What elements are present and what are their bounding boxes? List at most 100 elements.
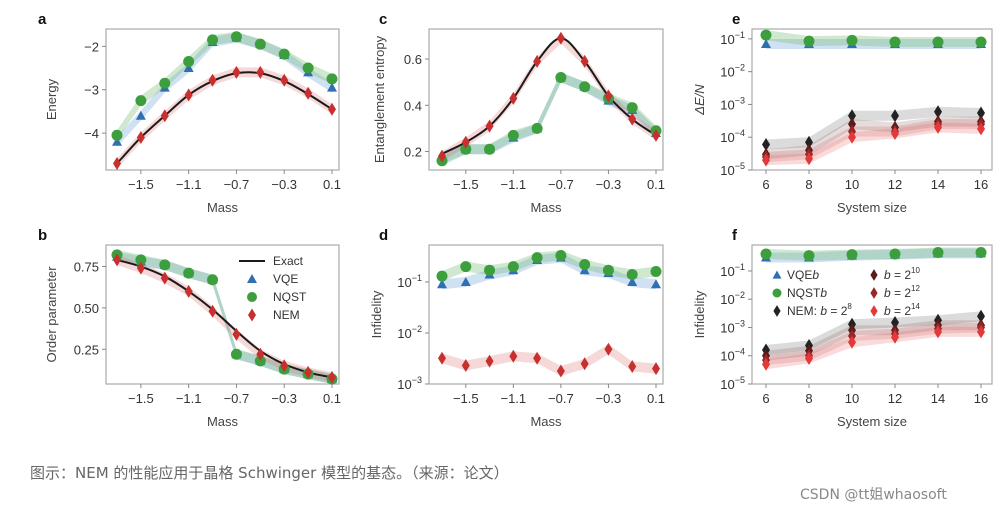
vqe-marker <box>460 276 471 286</box>
vqe-marker <box>327 82 337 92</box>
y-axis-label: Energy <box>44 78 59 120</box>
panel-d: d −1.5 −1.1 −0.7 −0.3 0.1 10−1 10−2 10−3 Mass Infi… <box>369 227 665 429</box>
y-tick-label: 0.4 <box>404 98 422 113</box>
nqst-marker <box>975 247 987 259</box>
y-tick-label: 10−3 <box>397 375 422 392</box>
legend-label: NEM <box>273 308 300 322</box>
y-tick-label: 10−2 <box>720 290 745 307</box>
x-tick-label: −0.3 <box>271 391 297 406</box>
nem-marker <box>533 54 542 68</box>
band-nem-b10 <box>766 116 981 160</box>
vqe-marker <box>761 38 771 48</box>
nqst-marker <box>602 264 614 276</box>
nem-marker <box>256 347 265 361</box>
nem-b14-marker <box>805 152 813 166</box>
nqst-marker <box>975 36 987 48</box>
y-tick-label: 0.25 <box>74 342 99 357</box>
legend-label: Exact <box>273 254 304 268</box>
exact-curve <box>116 258 333 379</box>
x-tick-label: 6 <box>762 391 769 406</box>
x-tick-label: −1.5 <box>453 177 479 192</box>
nqst-marker <box>889 248 901 260</box>
x-tick-label: −1.1 <box>500 391 526 406</box>
panel-label: a <box>38 11 47 28</box>
panel-label: e <box>732 11 740 28</box>
nqst-marker <box>555 249 567 261</box>
y-tick-label: 10−4 <box>720 128 745 145</box>
band-nqst <box>117 31 332 141</box>
nem-b8-marker <box>805 135 813 149</box>
nem-b14-marker <box>805 351 813 365</box>
plot-frame <box>428 244 664 385</box>
x-tick-label: −1.1 <box>176 391 202 406</box>
nqst-marker <box>531 252 543 264</box>
x-tick-label: −0.7 <box>548 177 574 192</box>
x-tick-label: 6 <box>762 177 769 192</box>
nqst-marker <box>207 274 219 286</box>
band-nqst <box>442 250 656 282</box>
nem-b8-marker <box>977 309 985 323</box>
nqst-marker <box>302 62 314 74</box>
band-vqe <box>117 32 332 147</box>
band-vqe <box>442 72 656 164</box>
nem-marker <box>160 109 169 123</box>
y-axis-label: Infidelity <box>692 290 707 338</box>
nqst-marker <box>932 36 944 48</box>
y-tick-label: 10−3 <box>720 318 745 335</box>
nem-b10-marker <box>848 117 856 131</box>
nem-marker <box>280 359 289 373</box>
y-tick-label: 10−1 <box>720 262 745 279</box>
band-nem <box>442 33 656 162</box>
nem-marker <box>580 357 589 371</box>
plot-frame <box>428 28 664 171</box>
nem-b8-marker <box>977 106 985 120</box>
nem-marker <box>533 351 542 365</box>
vqe-marker <box>135 110 146 120</box>
y-tick-label: −3 <box>84 83 99 98</box>
nem-marker <box>113 156 121 170</box>
nem-b8-marker <box>891 109 899 123</box>
x-tick-label: −1.5 <box>128 391 154 406</box>
vqe-marker <box>772 270 782 279</box>
nqst-marker <box>436 270 448 282</box>
vqe-marker <box>651 279 661 289</box>
nem-b14-marker <box>848 130 856 144</box>
nem-marker <box>304 365 313 379</box>
nem-marker <box>628 360 637 374</box>
nem-marker <box>208 73 217 87</box>
panel-label: c <box>379 11 387 28</box>
nqst-marker <box>183 56 195 68</box>
panel-b: b −1.5 −1.1 −0.7 −0.3 0.1 0.75 0.50 0.25 Mass Orde… <box>38 227 341 429</box>
band-nem-b12 <box>766 119 981 162</box>
nem-b14-marker <box>977 325 985 339</box>
figure-caption: 图示：NEM 的性能应用于晶格 Schwinger 模型的基态。（来源：论文） <box>30 464 509 482</box>
nqst-marker <box>531 122 543 134</box>
y-tick-label: 0.50 <box>74 301 99 316</box>
nqst-marker <box>846 249 858 261</box>
nqst-marker <box>932 247 944 259</box>
nem-marker <box>232 327 241 341</box>
nqst-marker <box>183 267 195 279</box>
nem-marker <box>485 119 494 133</box>
nqst-marker <box>846 34 858 46</box>
legend-item-nem: NEM <box>248 308 300 322</box>
legend-label: VQE <box>273 272 298 286</box>
nqst-marker <box>207 34 219 46</box>
panel-label: b <box>38 227 47 244</box>
band-nqst <box>117 249 332 385</box>
nem-marker <box>208 304 217 318</box>
nem-marker <box>304 86 313 100</box>
y-tick-label: 10−4 <box>720 347 745 364</box>
legend-label: b = 214 <box>884 302 920 318</box>
y-tick-label: 0.6 <box>404 52 422 67</box>
nem-marker <box>184 284 193 298</box>
legend-item: b = 212 <box>870 284 920 300</box>
legend-item-vqe: VQE <box>247 272 298 286</box>
x-tick-label: 12 <box>888 177 902 192</box>
nem-marker <box>113 253 121 267</box>
nqst-marker <box>484 264 496 276</box>
x-axis-label: System size <box>837 200 907 215</box>
x-tick-label: −0.7 <box>548 391 574 406</box>
nqst-marker <box>626 102 638 114</box>
y-tick-label: 0.75 <box>74 260 99 275</box>
